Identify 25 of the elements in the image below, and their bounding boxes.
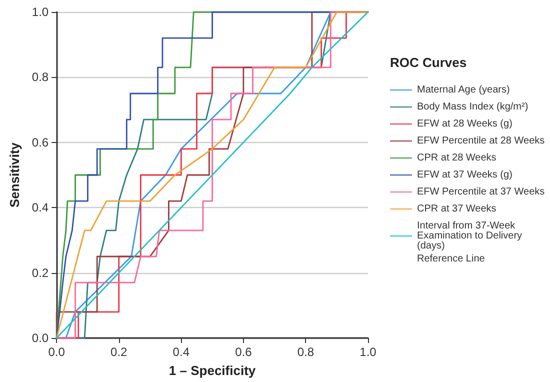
legend-label: Interval from 37-Week Examination to Delivery (days) — [417, 220, 525, 252]
x-tick-label: 0.8 — [297, 345, 314, 359]
legend-label: Maternal Age (years) — [417, 84, 510, 96]
text: Reference Line — [417, 254, 486, 264]
x-axis-title: 1 – Specificity — [168, 363, 256, 378]
x-tick-label: 1.0 — [360, 345, 377, 359]
legend-label: EFW Percentile at 37 Weeks — [417, 186, 545, 198]
y-tick-label: 0.0 — [32, 331, 49, 345]
y-axis-title: Sensitivity — [7, 142, 22, 208]
legend-label: CPR at 28 Weeks — [417, 152, 496, 164]
x-tick-label: 0.0 — [48, 345, 66, 359]
legend-label: EFW at 28 Weeks (g) — [417, 118, 512, 130]
x-tick-label: 0.6 — [235, 345, 252, 359]
legend-title: ROC Curves — [390, 55, 467, 70]
y-tick-label: 0.2 — [32, 266, 49, 280]
y-tick-label: 1.0 — [32, 5, 49, 19]
legend-label: EFW at 37 Weeks (g) — [417, 170, 512, 180]
y-tick-label: 0.6 — [32, 135, 49, 150]
legend-label: CPR at 37 Weeks — [417, 204, 496, 214]
y-tick-label: 0.8 — [32, 70, 49, 84]
y-tick-label: 0.4 — [32, 200, 49, 215]
x-tick-label: 0.4 — [172, 345, 190, 359]
legend-label: EFW Percentile at 28 Weeks — [417, 136, 545, 146]
x-tick-label: 0.2 — [110, 345, 128, 359]
legend-label: Body Mass Index (kg/m²) — [417, 102, 528, 112]
